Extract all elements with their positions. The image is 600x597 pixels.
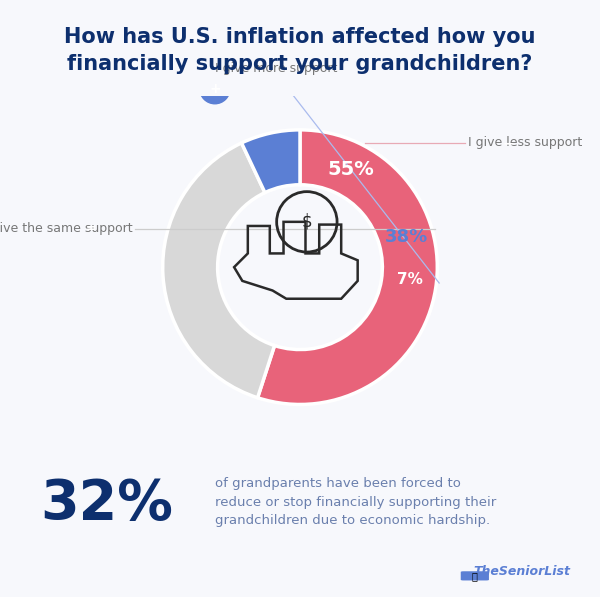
Text: 7%: 7% <box>397 272 423 287</box>
Wedge shape <box>257 130 437 404</box>
Text: TheSeniorList: TheSeniorList <box>474 565 571 578</box>
Wedge shape <box>163 143 275 398</box>
Text: $: $ <box>302 213 312 231</box>
Circle shape <box>76 214 106 244</box>
Text: 55%: 55% <box>328 159 374 179</box>
Text: 38%: 38% <box>385 227 428 246</box>
Text: of grandparents have been forced to
reduce or stop financially supporting their
: of grandparents have been forced to redu… <box>215 478 497 527</box>
Circle shape <box>494 128 524 158</box>
FancyBboxPatch shape <box>461 571 489 580</box>
Circle shape <box>200 73 230 104</box>
Text: +: + <box>209 82 221 96</box>
Text: 32%: 32% <box>41 478 173 531</box>
Text: How has U.S. inflation affected how you
financially support your grandchildren?: How has U.S. inflation affected how you … <box>64 27 536 74</box>
Text: I give less support: I give less support <box>467 137 582 149</box>
Text: −: − <box>503 136 515 150</box>
Text: I give the same support: I give the same support <box>0 222 133 235</box>
Wedge shape <box>242 130 300 193</box>
Text: =: = <box>86 222 97 235</box>
Text: I give more support: I give more support <box>215 62 338 75</box>
Text: 🛡: 🛡 <box>472 571 478 581</box>
